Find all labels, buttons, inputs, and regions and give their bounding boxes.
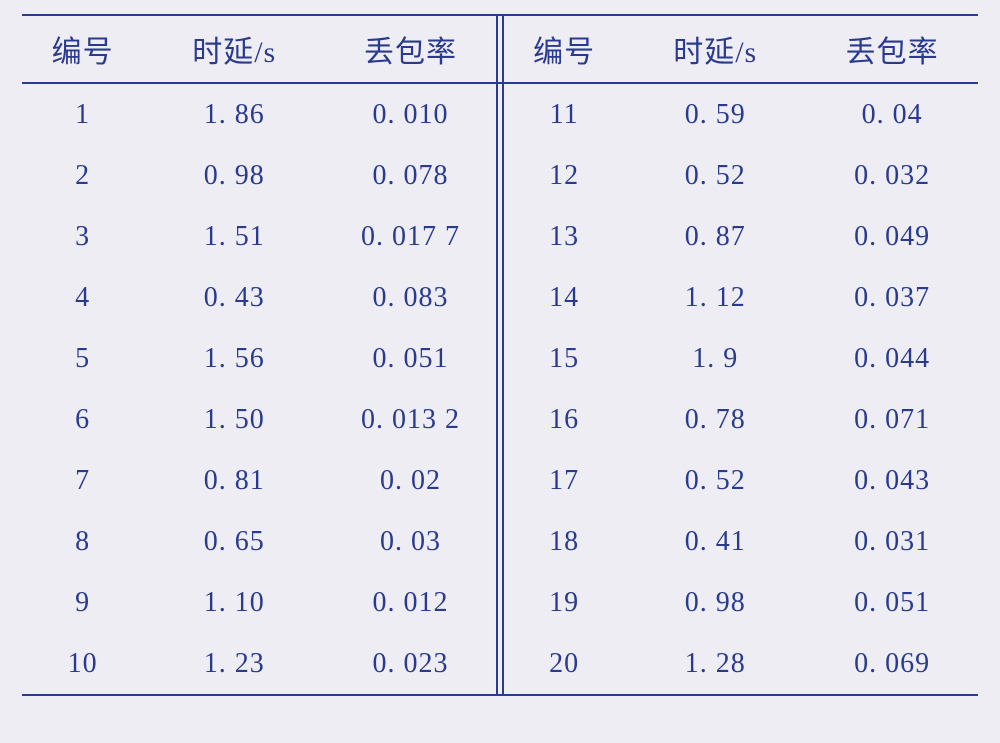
cell-id-right: 18 [503,511,624,572]
cell-loss-left: 0. 023 [325,633,497,695]
col-header-delay-right: 时延/s [624,15,806,83]
table-row: 101. 230. 023201. 280. 069 [22,633,978,695]
cell-id-left: 9 [22,572,143,633]
cell-loss-right: 0. 032 [806,145,978,206]
cell-delay-left: 0. 81 [143,450,325,511]
col-header-delay-left: 时延/s [143,15,325,83]
cell-delay-left: 1. 23 [143,633,325,695]
cell-loss-right: 0. 051 [806,572,978,633]
page: 编号 时延/s 丢包率 编号 时延/s 丢包率 11. 860. 010110.… [0,0,1000,743]
cell-id-right: 20 [503,633,624,695]
cell-loss-right: 0. 069 [806,633,978,695]
cell-id-right: 11 [503,83,624,145]
cell-loss-left: 0. 010 [325,83,497,145]
cell-loss-left: 0. 02 [325,450,497,511]
cell-id-left: 4 [22,267,143,328]
cell-id-right: 15 [503,328,624,389]
table-row: 51. 560. 051151. 90. 044 [22,328,978,389]
cell-delay-left: 0. 43 [143,267,325,328]
cell-delay-left: 1. 56 [143,328,325,389]
cell-delay-right: 1. 12 [624,267,806,328]
cell-delay-right: 0. 78 [624,389,806,450]
cell-delay-left: 0. 98 [143,145,325,206]
table-body: 11. 860. 010110. 590. 0420. 980. 078120.… [22,83,978,695]
cell-id-right: 17 [503,450,624,511]
cell-delay-left: 0. 65 [143,511,325,572]
table-row: 11. 860. 010110. 590. 04 [22,83,978,145]
cell-delay-right: 1. 9 [624,328,806,389]
cell-loss-left: 0. 012 [325,572,497,633]
cell-delay-right: 0. 59 [624,83,806,145]
table-row: 70. 810. 02170. 520. 043 [22,450,978,511]
cell-id-left: 5 [22,328,143,389]
cell-loss-right: 0. 049 [806,206,978,267]
col-header-loss-right: 丢包率 [806,15,978,83]
table-row: 31. 510. 017 7130. 870. 049 [22,206,978,267]
cell-id-left: 2 [22,145,143,206]
cell-delay-right: 1. 28 [624,633,806,695]
cell-delay-left: 1. 86 [143,83,325,145]
cell-delay-right: 0. 98 [624,572,806,633]
data-table: 编号 时延/s 丢包率 编号 时延/s 丢包率 11. 860. 010110.… [22,14,978,696]
cell-id-right: 16 [503,389,624,450]
cell-delay-right: 0. 41 [624,511,806,572]
cell-loss-left: 0. 078 [325,145,497,206]
cell-delay-left: 1. 51 [143,206,325,267]
col-header-loss-left: 丢包率 [325,15,497,83]
cell-id-left: 10 [22,633,143,695]
cell-loss-left: 0. 013 2 [325,389,497,450]
cell-delay-right: 0. 52 [624,450,806,511]
cell-delay-right: 0. 87 [624,206,806,267]
table-row: 40. 430. 083141. 120. 037 [22,267,978,328]
cell-id-right: 14 [503,267,624,328]
cell-loss-right: 0. 04 [806,83,978,145]
cell-loss-left: 0. 03 [325,511,497,572]
table-header-row: 编号 时延/s 丢包率 编号 时延/s 丢包率 [22,15,978,83]
col-header-id-right: 编号 [503,15,624,83]
cell-loss-right: 0. 071 [806,389,978,450]
cell-loss-left: 0. 083 [325,267,497,328]
table-row: 80. 650. 03180. 410. 031 [22,511,978,572]
cell-delay-left: 1. 10 [143,572,325,633]
cell-loss-right: 0. 031 [806,511,978,572]
cell-loss-left: 0. 051 [325,328,497,389]
cell-id-right: 19 [503,572,624,633]
cell-id-left: 1 [22,83,143,145]
table-row: 61. 500. 013 2160. 780. 071 [22,389,978,450]
cell-id-left: 7 [22,450,143,511]
table-row: 91. 100. 012190. 980. 051 [22,572,978,633]
cell-loss-left: 0. 017 7 [325,206,497,267]
cell-delay-right: 0. 52 [624,145,806,206]
cell-id-left: 6 [22,389,143,450]
cell-id-right: 12 [503,145,624,206]
cell-loss-right: 0. 043 [806,450,978,511]
cell-loss-right: 0. 044 [806,328,978,389]
cell-delay-left: 1. 50 [143,389,325,450]
col-header-id-left: 编号 [22,15,143,83]
cell-id-left: 8 [22,511,143,572]
cell-id-right: 13 [503,206,624,267]
cell-loss-right: 0. 037 [806,267,978,328]
cell-id-left: 3 [22,206,143,267]
table-row: 20. 980. 078120. 520. 032 [22,145,978,206]
